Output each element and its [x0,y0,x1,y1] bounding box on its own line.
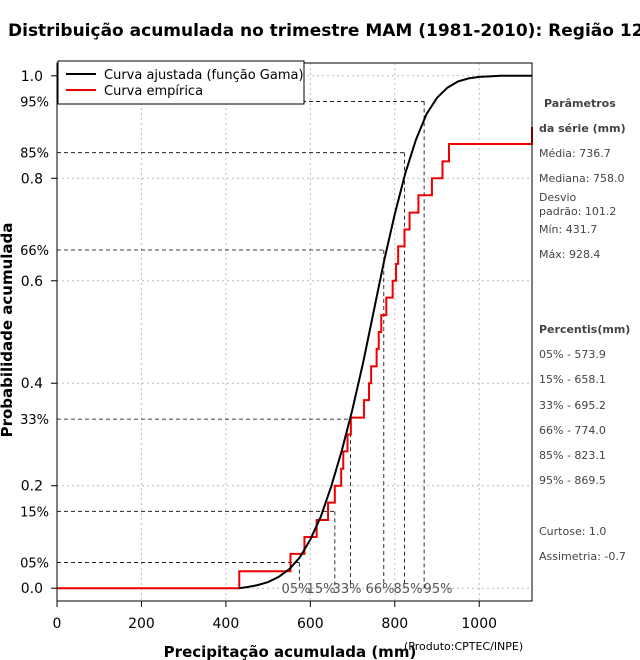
percentile-x-label-0: 05% [282,582,311,597]
fitted-curve [238,74,532,590]
percentile-x-label-5: 95% [424,582,453,597]
legend-label-empirical: Curva empírica [104,84,203,99]
stat-curtose: Curtose: 1.0 [539,525,606,538]
stat-p05: 05% - 573.9 [539,348,606,361]
x-axis-label: Precipitação acumulada (mm) [164,643,417,660]
stat-media: Média: 736.7 [539,147,611,160]
x-tick-label-2: 400 [213,616,240,632]
x-tick-label-0: 0 [53,616,62,632]
legend-label-fitted: Curva ajustada (função Gama) [104,68,304,83]
percentile-y-label-0: 05% [20,557,49,572]
percentile-y-label-2: 33% [20,413,49,428]
percentile-y-label-3: 66% [20,244,49,259]
sidebar-stats: Parâmetros da série (mm) Média: 736.7 Me… [539,97,630,563]
x-tick-label-4: 800 [381,616,408,632]
percentile-x-label-1: 15% [307,582,336,597]
y-axis-label: Probabilidade acumulada [0,223,16,438]
x-tick-label-3: 600 [297,616,324,632]
credit-label: (Produto:CPTEC/INPE) [404,640,523,653]
stat-p33: 33% - 695.2 [539,399,606,412]
legend-box [57,60,305,105]
percentile-x-label-4: 85% [394,582,423,597]
params-title-2: da série (mm) [539,122,626,135]
stat-min: Mín: 431.7 [539,223,597,236]
series-group [57,74,533,590]
percentile-y-label-1: 15% [20,505,49,520]
y-tick-label-2: 0.4 [21,376,43,392]
percentile-y-label-5: 95% [20,95,49,110]
stat-p66: 66% - 774.0 [539,424,606,437]
y-tick-label-3: 0.6 [21,274,43,290]
legend: Curva ajustada (função Gama) Curva empír… [57,60,305,105]
x-tick-label-5: 1000 [461,616,497,632]
stat-desvio-2: padrão: 101.2 [539,205,616,218]
percentis-title: Percentis(mm) [539,323,630,336]
empirical-curve [57,127,533,590]
y-tick-label-1: 0.2 [21,479,43,495]
y-tick-label-4: 0.8 [21,171,43,187]
stat-mediana: Mediana: 758.0 [539,172,624,185]
params-title-1: Parâmetros [544,97,616,110]
percentile-x-label-2: 33% [333,582,362,597]
x-tick-label-1: 200 [128,616,155,632]
percentile-y-label-4: 85% [20,147,49,162]
percentile-x-label-3: 66% [366,582,395,597]
y-axis: 0.0 0.2 0.4 0.6 0.8 1.0 [21,69,57,597]
stat-p95: 95% - 869.5 [539,474,606,487]
percentile-lines [57,101,425,589]
chart-title: Distribuição acumulada no trimestre MAM … [8,21,640,41]
y-tick-label-5: 1.0 [21,69,43,85]
x-axis: 0 200 400 600 800 1000 [53,601,497,632]
grid [56,63,532,601]
stat-max: Máx: 928.4 [539,248,600,261]
stat-p15: 15% - 658.1 [539,373,606,386]
percentile-labels: 05%05%15%15%33%33%66%66%85%85%95%95% [20,95,452,597]
stat-desvio-1: Desvio [539,191,577,204]
y-tick-label-0: 0.0 [21,581,43,597]
stat-p85: 85% - 823.1 [539,449,606,462]
stat-assimetria: Assimetria: -0.7 [539,550,626,563]
